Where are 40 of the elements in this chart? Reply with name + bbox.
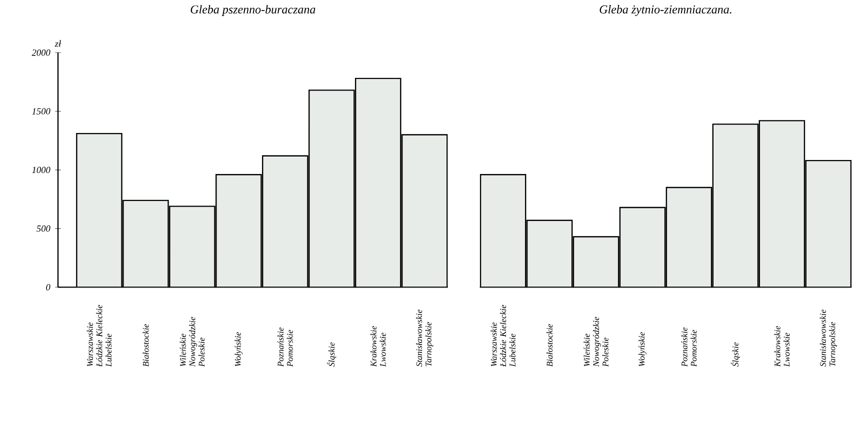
x-tick-label: Stanisławowskie Tarnopolskie <box>820 310 837 367</box>
chart-title: Gleba żytnio-ziemniaczana. <box>600 4 732 16</box>
x-tick-label: Warszawskie Łódzkie Kieleckie Lubelskie <box>86 304 112 367</box>
bar <box>356 78 401 288</box>
bar <box>401 134 448 288</box>
y-tick-label: 0 <box>46 284 50 290</box>
x-tick-label: Wileńskie Nowogródzkie Poleskie <box>584 316 608 367</box>
bar <box>573 236 619 288</box>
x-tick-label: Śląskie <box>730 342 740 367</box>
y-tick-label: 500 <box>36 225 50 232</box>
x-tick-label: Stanisławowskie Tarnopolskie <box>416 310 434 367</box>
bar <box>480 174 526 288</box>
x-tick-label: Białostockie <box>142 324 149 367</box>
x-tick-label: Śląskie <box>327 342 336 367</box>
x-tick-label: Wołyńskie <box>638 332 646 366</box>
x-tick-label: Wileńskie Nowogródzkie Poleskie <box>180 316 205 367</box>
bar <box>170 206 215 288</box>
y-axis-title: zł <box>54 40 62 47</box>
bar <box>712 124 758 288</box>
bar <box>805 160 852 288</box>
chart-title: Gleba pszenno-buraczana <box>190 5 316 16</box>
bar <box>309 90 354 288</box>
bar <box>262 156 308 288</box>
y-tick-label: 1000 <box>32 166 50 173</box>
bar <box>216 174 262 288</box>
x-tick-label: Wołyńskie <box>234 332 243 366</box>
y-tick-label: 1500 <box>32 108 50 114</box>
x-tick-label: Krakowskie Lwowskie <box>370 326 386 367</box>
x-tick-label: Krakowskie Lwowskie <box>774 326 790 367</box>
x-tick-label: Poznańskie Pomorskie <box>681 327 697 367</box>
bar <box>123 200 168 288</box>
x-tick-label: Warszawskie Łódzkie Kieleckie Lubelskie <box>490 304 516 367</box>
bar <box>666 187 712 288</box>
x-tick-label: Poznańskie Pomorskie <box>277 327 293 367</box>
bar <box>620 207 666 288</box>
bar <box>526 220 572 288</box>
bar <box>76 133 122 288</box>
x-tick-label: Białostockie <box>546 324 553 367</box>
bar <box>759 120 804 288</box>
y-tick-label: 2000 <box>32 49 50 56</box>
